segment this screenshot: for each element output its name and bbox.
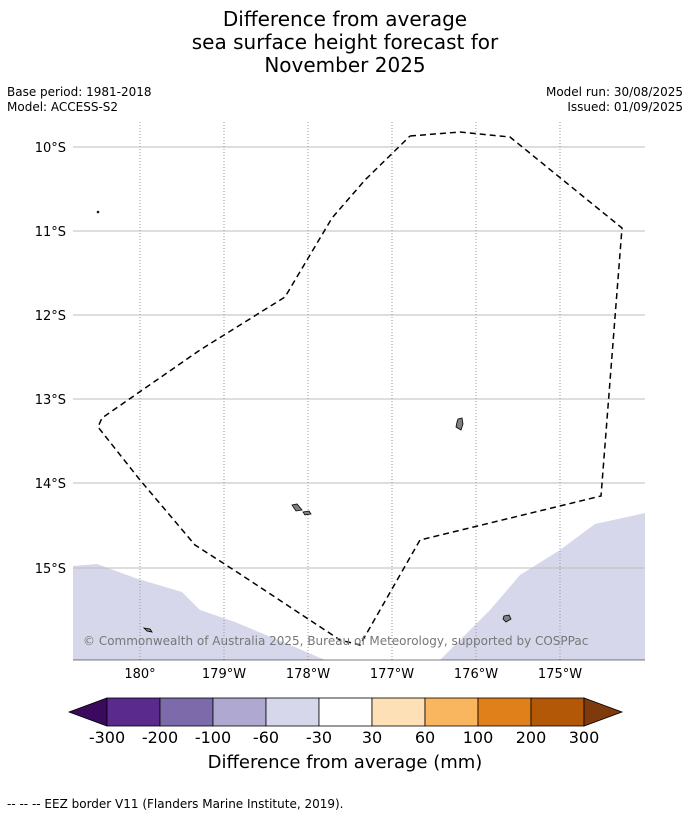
colorbar-tick-label: 200	[516, 728, 547, 747]
lon-gridlines	[139, 122, 561, 660]
copyright-notice: © Commonwealth of Australia 2025, Bureau…	[83, 634, 588, 648]
meta-right: Model run: 30/08/2025 Issued: 01/09/2025	[546, 85, 683, 115]
island-small-southwest	[142, 627, 153, 633]
island-alofi	[302, 510, 312, 516]
colorbar-tick-label: -100	[195, 728, 231, 747]
lat-gridlines	[73, 146, 645, 569]
issued-date: Issued: 01/09/2025	[567, 100, 683, 114]
lat-label: 11°S	[35, 225, 66, 240]
colorbar-tick-label: 100	[463, 728, 494, 747]
lat-label: 14°S	[35, 477, 66, 492]
lon-label: 175°W	[538, 667, 582, 682]
island-dot-northwest	[96, 210, 100, 214]
colorbar-segment	[265, 697, 320, 727]
map-panel: © Commonwealth of Australia 2025, Bureau…	[73, 122, 645, 660]
lat-label: 10°S	[35, 141, 66, 156]
colorbar-tick-label: 30	[362, 728, 382, 747]
model-run: Model run: 30/08/2025	[545, 85, 683, 99]
lat-label: 13°S	[35, 393, 66, 408]
lon-label: 180°	[124, 667, 155, 682]
islands	[96, 210, 512, 633]
colorbar-segment	[318, 697, 373, 727]
colorbar	[67, 697, 624, 727]
colorbar-extend-high	[583, 697, 624, 727]
colorbar-segment	[159, 697, 214, 727]
colorbar-tick-label: -300	[89, 728, 125, 747]
title-line-1: Difference from average	[222, 7, 468, 31]
island-futuna	[291, 503, 303, 512]
colorbar-segment	[530, 697, 585, 727]
lat-labels: 10°S 11°S 12°S 13°S 14°S 15°S	[35, 141, 66, 577]
model-name: Model: ACCESS-S2	[7, 100, 119, 114]
colorbar-segment	[424, 697, 479, 727]
anomaly-area-southeast	[440, 513, 645, 660]
colorbar-segment	[212, 697, 267, 727]
colorbar-tick-label: 60	[415, 728, 435, 747]
colorbar-extend-low	[67, 697, 108, 727]
eez-footnote: -- -- -- EEZ border V11 (Flanders Marine…	[7, 797, 344, 811]
lon-labels: 180° 179°W 178°W 177°W 176°W 175°W	[124, 667, 582, 682]
lat-label: 15°S	[35, 562, 66, 577]
eez-border	[97, 131, 623, 646]
title-line-2: sea surface height forecast for	[191, 30, 499, 54]
colorbar-segment	[477, 697, 532, 727]
colorbar-tick-label: 300	[569, 728, 600, 747]
title-line-3: November 2025	[264, 53, 426, 77]
colorbar-tick-label: -60	[253, 728, 279, 747]
lon-label: 179°W	[202, 667, 246, 682]
lon-label: 178°W	[286, 667, 330, 682]
lat-label: 12°S	[35, 309, 66, 324]
lon-label: 177°W	[370, 667, 414, 682]
colorbar-tick-label: -30	[306, 728, 332, 747]
lon-label: 176°W	[454, 667, 498, 682]
colorbar-segment	[106, 697, 161, 727]
chart-title: Difference from average sea surface heig…	[0, 8, 690, 77]
base-period: Base period: 1981-2018	[7, 85, 152, 99]
colorbar-tick-label: -200	[142, 728, 178, 747]
island-wallis	[455, 417, 464, 431]
anomaly-area-southwest	[73, 564, 325, 660]
colorbar-label: Difference from average (mm)	[207, 752, 483, 773]
colorbar-tick-labels: -300 -200 -100 -60 -30 30 60 100 200 300	[89, 728, 599, 747]
meta-left: Base period: 1981-2018 Model: ACCESS-S2	[7, 85, 152, 115]
colorbar-segment	[371, 697, 426, 727]
island-niuafoou-reef	[502, 614, 512, 623]
